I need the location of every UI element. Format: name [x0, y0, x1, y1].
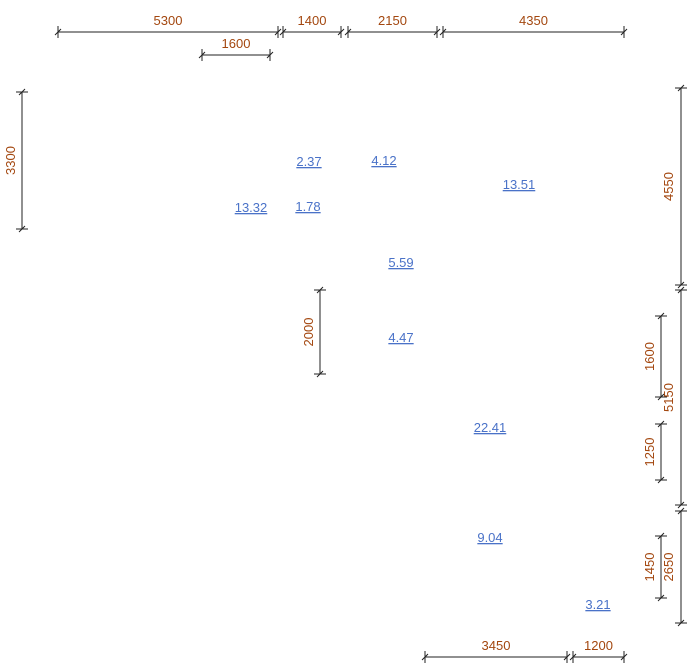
dimension-label: 2000: [301, 318, 316, 347]
area-label[interactable]: 4.12: [371, 153, 396, 168]
area-label[interactable]: 2.37: [296, 154, 321, 169]
dimension-label: 4350: [519, 13, 548, 28]
dimension: 5150: [661, 286, 687, 509]
dimension-label: 2150: [378, 13, 407, 28]
area-label[interactable]: 4.47: [388, 330, 413, 345]
dimension-line: [18, 225, 26, 233]
dimension-line: [279, 28, 287, 36]
area-label[interactable]: 13.32: [235, 200, 268, 215]
dimension-label: 1600: [642, 342, 657, 371]
dimension: 2650: [661, 507, 687, 627]
dimension-line: [266, 51, 274, 59]
area-label[interactable]: 22.41: [474, 420, 507, 435]
dimension-line: [569, 653, 577, 661]
dimension-line: [657, 532, 665, 540]
dimension-line: [677, 84, 685, 92]
dimension-line: [657, 420, 665, 428]
dimension-line: [54, 28, 62, 36]
dimension-line: [620, 653, 628, 661]
dimension-line: [274, 28, 282, 36]
dimension-line: [344, 28, 352, 36]
dimension-line: [677, 281, 685, 289]
dimension-line: [657, 594, 665, 602]
dimension: 1450: [642, 532, 667, 602]
dimension: 1600: [198, 36, 274, 61]
dimension-line: [316, 286, 324, 294]
dimension-line: [18, 88, 26, 96]
dimension: 2000: [301, 286, 326, 378]
dimension-line: [657, 393, 665, 401]
dimension-line: [620, 28, 628, 36]
dimension-line: [198, 51, 206, 59]
dimension: 3300: [3, 88, 28, 233]
dimension-label: 1600: [222, 36, 251, 51]
dimension-line: [677, 507, 685, 515]
dimension-label: 3450: [482, 638, 511, 653]
dimension: 4550: [661, 84, 687, 289]
dimension-line: [421, 653, 429, 661]
dimension: 5300: [54, 13, 282, 38]
dimension-line: [677, 619, 685, 627]
dimension-label: 1450: [642, 553, 657, 582]
dimension-line: [563, 653, 571, 661]
dimension-line: [439, 28, 447, 36]
dimension: 2150: [344, 13, 441, 38]
dimension: 1600: [642, 312, 667, 401]
dimension-line: [657, 476, 665, 484]
dimension-line: [677, 501, 685, 509]
dimension-line: [316, 370, 324, 378]
dimension-label: 1200: [584, 638, 613, 653]
area-label[interactable]: 1.78: [295, 199, 320, 214]
dimension: 1250: [642, 420, 667, 484]
dimension-line: [677, 286, 685, 294]
dimension-label: 4550: [661, 172, 676, 201]
dimension-line: [657, 312, 665, 320]
dimension: 4350: [439, 13, 628, 38]
dimension: 3450: [421, 638, 571, 663]
dimension-label: 5300: [154, 13, 183, 28]
dimension-line: [337, 28, 345, 36]
dimension-line: [433, 28, 441, 36]
dimension: 1400: [279, 13, 345, 38]
dimension-label: 1400: [298, 13, 327, 28]
area-label[interactable]: 3.21: [585, 597, 610, 612]
dimension-label: 5150: [661, 383, 676, 412]
area-label[interactable]: 9.04: [477, 530, 502, 545]
dimension-label: 1250: [642, 438, 657, 467]
area-label[interactable]: 13.51: [503, 177, 536, 192]
dimension-label: 2650: [661, 553, 676, 582]
area-label[interactable]: 5.59: [388, 255, 413, 270]
dimension-label: 3300: [3, 146, 18, 175]
dimension: 1200: [569, 638, 628, 663]
